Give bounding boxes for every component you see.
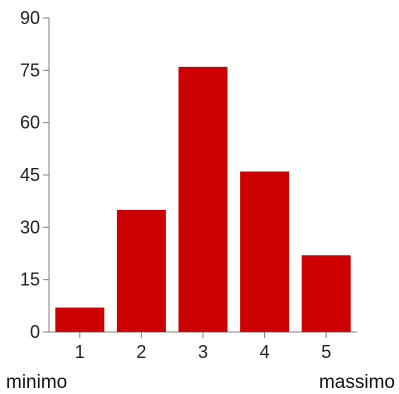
y-tick-label: 60 bbox=[20, 113, 40, 133]
x-tick-label: 4 bbox=[260, 342, 270, 362]
scale-min-label: minimo bbox=[6, 372, 68, 393]
y-tick-label: 45 bbox=[20, 165, 40, 185]
bar-2 bbox=[116, 209, 166, 332]
x-tick-label: 1 bbox=[75, 342, 85, 362]
bar-1 bbox=[55, 307, 105, 332]
x-tick-label: 2 bbox=[136, 342, 146, 362]
bar-4 bbox=[240, 171, 290, 332]
y-tick-label: 0 bbox=[30, 322, 40, 342]
y-tick-label: 15 bbox=[20, 270, 40, 290]
y-tick-label: 30 bbox=[20, 217, 40, 237]
bar-3 bbox=[178, 66, 228, 332]
x-tick-label: 3 bbox=[198, 342, 208, 362]
scale-max-label: massimo bbox=[318, 372, 395, 393]
bar-5 bbox=[301, 255, 351, 332]
y-tick-label: 90 bbox=[20, 8, 40, 28]
x-tick-label: 5 bbox=[321, 342, 331, 362]
y-tick-label: 75 bbox=[20, 60, 40, 80]
